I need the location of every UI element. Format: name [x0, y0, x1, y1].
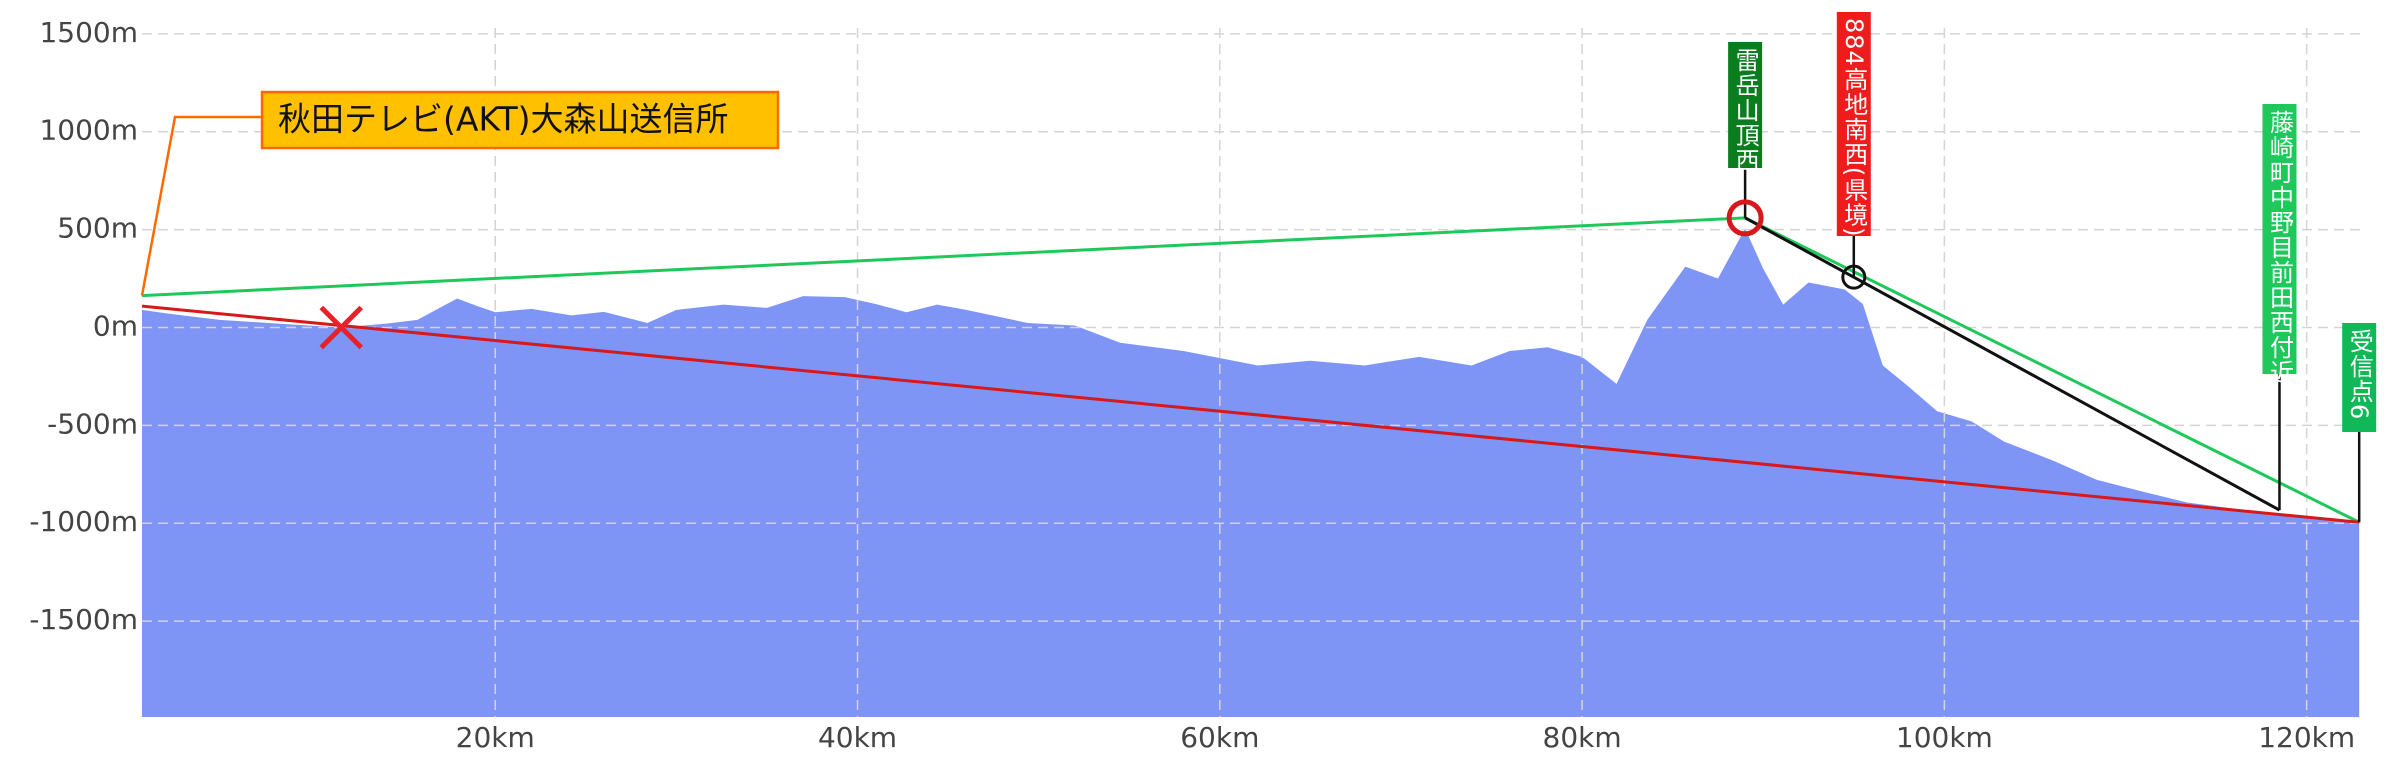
- obstruction-marker: [319, 305, 364, 350]
- label-box: [1836, 12, 1871, 236]
- x-tick-label: 100km: [1896, 721, 1993, 754]
- point-marker: [1841, 264, 1867, 290]
- annotation-label: 秋田テレビ(AKT)大森山送信所: [278, 100, 729, 139]
- label-box: [2262, 104, 2297, 374]
- annotation-label: 藤崎町中野目前田西付近: [2265, 110, 2293, 385]
- y-tick-label: 1000m: [39, 114, 138, 147]
- x-tick-label: 60km: [1180, 721, 1259, 754]
- x-tick-label: 40km: [818, 721, 897, 754]
- label-box: [1728, 42, 1763, 168]
- annotation-label: 受信点6: [2345, 329, 2373, 420]
- x-tick-label: 120km: [2258, 721, 2355, 754]
- y-tick-label: 1500m: [39, 16, 138, 49]
- sight-line: [141, 304, 2360, 524]
- x-tick-label: 20km: [456, 721, 535, 754]
- marker-stroke: [319, 305, 364, 350]
- y-tick-label: -1000m: [29, 505, 138, 538]
- y-tick-label: 500m: [57, 212, 138, 245]
- y-tick-label: -1500m: [29, 603, 138, 636]
- label-box: [260, 90, 780, 150]
- terrain-area: [142, 228, 2360, 718]
- y-tick-label: -500m: [47, 407, 138, 440]
- annotation-label: 雷岳山頂西: [1731, 48, 1759, 173]
- label-box: [2342, 323, 2377, 432]
- leader-line: [140, 115, 262, 296]
- point-marker: [1726, 199, 1764, 237]
- y-tick-label: 0m: [93, 309, 138, 342]
- annotation-label: 884高地南西(県境): [1840, 18, 1868, 238]
- x-tick-label: 80km: [1543, 721, 1622, 754]
